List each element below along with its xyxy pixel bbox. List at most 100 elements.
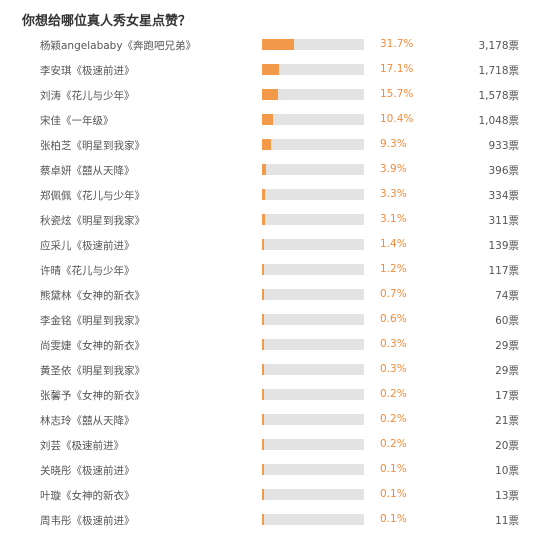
option-vote-count: 17票 [495, 390, 519, 402]
vote-bar-track [262, 39, 364, 50]
option-name: 郑佩佩《花儿与少年》 [40, 190, 145, 202]
option-percent: 0.1% [380, 513, 407, 525]
vote-bar-fill [262, 289, 264, 300]
option-percent: 0.7% [380, 288, 407, 300]
vote-option-row[interactable]: 张柏芝《明星到我家》 9.3% 933票 [0, 133, 550, 158]
option-name: 周韦彤《极速前进》 [40, 515, 135, 527]
option-vote-count: 396票 [488, 165, 519, 177]
option-percent: 0.6% [380, 313, 407, 325]
vote-option-row[interactable]: 熊黛林《女神的新衣》 0.7% 74票 [0, 283, 550, 308]
option-name: 李安琪《极速前进》 [40, 65, 135, 77]
vote-option-row[interactable]: 张馨予《女神的新衣》 0.2% 17票 [0, 383, 550, 408]
option-vote-count: 29票 [495, 340, 519, 352]
option-percent: 0.2% [380, 438, 407, 450]
vote-bar-fill [262, 164, 266, 175]
vote-bar-fill [262, 189, 265, 200]
option-vote-count: 60票 [495, 315, 519, 327]
vote-option-row[interactable]: 林志玲《囍从天降》 0.2% 21票 [0, 408, 550, 433]
vote-option-row[interactable]: 蔡卓妍《囍从天降》 3.9% 396票 [0, 158, 550, 183]
vote-bar-track [262, 339, 364, 350]
option-percent: 0.3% [380, 363, 407, 375]
option-percent: 0.1% [380, 488, 407, 500]
option-vote-count: 117票 [488, 265, 519, 277]
option-vote-count: 139票 [488, 240, 519, 252]
vote-bar-track [262, 139, 364, 150]
vote-option-row[interactable]: 刘芸《极速前进》 0.2% 20票 [0, 433, 550, 458]
option-vote-count: 1,578票 [478, 90, 519, 102]
vote-bar-track [262, 214, 364, 225]
option-vote-count: 3,178票 [478, 40, 519, 52]
option-percent: 15.7% [380, 88, 414, 100]
vote-bar-fill [262, 39, 294, 50]
vote-bar-track [262, 389, 364, 400]
vote-option-row[interactable]: 秋瓷炫《明星到我家》 3.1% 311票 [0, 208, 550, 233]
option-vote-count: 334票 [488, 190, 519, 202]
option-vote-count: 13票 [495, 490, 519, 502]
option-name: 应采儿《极速前进》 [40, 240, 135, 252]
vote-option-row[interactable]: 宋佳《一年级》 10.4% 1,048票 [0, 108, 550, 133]
option-vote-count: 21票 [495, 415, 519, 427]
option-percent: 3.1% [380, 213, 407, 225]
vote-bar-track [262, 189, 364, 200]
option-percent: 1.4% [380, 238, 407, 250]
option-name: 尚雯婕《女神的新衣》 [40, 340, 145, 352]
vote-bar-fill [262, 239, 264, 250]
option-vote-count: 311票 [488, 215, 519, 227]
vote-bar-fill [262, 389, 264, 400]
vote-bar-fill [262, 139, 271, 150]
option-vote-count: 11票 [495, 515, 519, 527]
option-percent: 17.1% [380, 63, 414, 75]
vote-option-row[interactable]: 黄圣依《明星到我家》 0.3% 29票 [0, 358, 550, 383]
option-name: 黄圣依《明星到我家》 [40, 365, 145, 377]
vote-option-row[interactable]: 应采儿《极速前进》 1.4% 139票 [0, 233, 550, 258]
option-name: 李金铭《明星到我家》 [40, 315, 145, 327]
vote-option-row[interactable]: 叶璇《女神的新衣》 0.1% 13票 [0, 483, 550, 508]
option-vote-count: 933票 [488, 140, 519, 152]
vote-bar-fill [262, 439, 264, 450]
vote-bar-track [262, 414, 364, 425]
vote-bar-fill [262, 264, 264, 275]
option-name: 关晓彤《极速前进》 [40, 465, 135, 477]
option-name: 杨颖angelababy《奔跑吧兄弟》 [40, 40, 197, 52]
vote-option-row[interactable]: 刘涛《花儿与少年》 15.7% 1,578票 [0, 83, 550, 108]
option-name: 张馨予《女神的新衣》 [40, 390, 145, 402]
vote-option-row[interactable]: 关晓彤《极速前进》 0.1% 10票 [0, 458, 550, 483]
option-name: 秋瓷炫《明星到我家》 [40, 215, 145, 227]
vote-option-row[interactable]: 周韦彤《极速前进》 0.1% 11票 [0, 508, 550, 533]
option-name: 宋佳《一年级》 [40, 115, 114, 127]
vote-bar-fill [262, 414, 264, 425]
vote-option-row[interactable]: 李金铭《明星到我家》 0.6% 60票 [0, 308, 550, 333]
vote-bar-track [262, 314, 364, 325]
vote-bar-track [262, 89, 364, 100]
option-percent: 9.3% [380, 138, 407, 150]
vote-bar-fill [262, 89, 278, 100]
vote-option-row[interactable]: 李安琪《极速前进》 17.1% 1,718票 [0, 58, 550, 83]
option-vote-count: 74票 [495, 290, 519, 302]
option-percent: 3.9% [380, 163, 407, 175]
vote-bar-fill [262, 489, 264, 500]
option-name: 许晴《花儿与少年》 [40, 265, 135, 277]
option-name: 林志玲《囍从天降》 [40, 415, 135, 427]
vote-bar-fill [262, 364, 264, 375]
option-percent: 31.7% [380, 38, 414, 50]
vote-bar-track [262, 464, 364, 475]
option-percent: 10.4% [380, 113, 414, 125]
vote-bar-track [262, 439, 364, 450]
vote-bar-fill [262, 114, 273, 125]
vote-option-row[interactable]: 许晴《花儿与少年》 1.2% 117票 [0, 258, 550, 283]
option-percent: 0.1% [380, 463, 407, 475]
option-vote-count: 20票 [495, 440, 519, 452]
vote-bar-track [262, 289, 364, 300]
option-name: 刘芸《极速前进》 [40, 440, 124, 452]
vote-bar-track [262, 164, 364, 175]
option-name: 刘涛《花儿与少年》 [40, 90, 135, 102]
vote-bar-track [262, 489, 364, 500]
vote-option-row[interactable]: 杨颖angelababy《奔跑吧兄弟》 31.7% 3,178票 [0, 33, 550, 58]
vote-option-row[interactable]: 尚雯婕《女神的新衣》 0.3% 29票 [0, 333, 550, 358]
option-vote-count: 1,718票 [478, 65, 519, 77]
option-vote-count: 29票 [495, 365, 519, 377]
option-vote-count: 10票 [495, 465, 519, 477]
vote-bar-track [262, 514, 364, 525]
vote-option-row[interactable]: 郑佩佩《花儿与少年》 3.3% 334票 [0, 183, 550, 208]
